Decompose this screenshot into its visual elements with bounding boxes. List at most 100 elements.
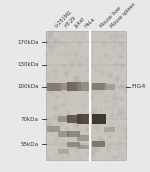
Circle shape <box>90 148 95 153</box>
Bar <box>77 135 90 141</box>
Circle shape <box>49 122 53 127</box>
Bar <box>92 83 106 90</box>
Circle shape <box>51 126 56 131</box>
Circle shape <box>77 80 78 81</box>
Circle shape <box>114 62 118 66</box>
Circle shape <box>46 125 51 130</box>
Circle shape <box>119 108 124 113</box>
Circle shape <box>114 81 118 85</box>
Circle shape <box>88 134 92 138</box>
Circle shape <box>50 87 53 90</box>
Circle shape <box>62 103 66 107</box>
Circle shape <box>118 141 121 144</box>
Circle shape <box>113 103 117 107</box>
Circle shape <box>80 143 84 148</box>
Circle shape <box>109 134 112 138</box>
Circle shape <box>121 65 123 68</box>
Circle shape <box>69 146 72 149</box>
Text: Mouse spleen: Mouse spleen <box>110 2 137 29</box>
Circle shape <box>101 139 103 141</box>
Circle shape <box>75 77 80 82</box>
Circle shape <box>70 61 74 66</box>
Bar <box>77 82 91 91</box>
Circle shape <box>95 125 98 128</box>
Circle shape <box>44 52 48 57</box>
Circle shape <box>54 115 57 118</box>
Circle shape <box>65 45 69 48</box>
Circle shape <box>105 54 107 57</box>
Circle shape <box>62 65 66 69</box>
Circle shape <box>121 114 126 119</box>
Circle shape <box>86 130 88 132</box>
Circle shape <box>49 35 53 40</box>
Circle shape <box>75 54 77 56</box>
Circle shape <box>73 31 75 34</box>
Circle shape <box>53 68 58 72</box>
Circle shape <box>44 120 49 126</box>
Circle shape <box>107 132 108 133</box>
Circle shape <box>89 67 91 69</box>
Bar <box>104 127 115 132</box>
Text: 55kDa: 55kDa <box>21 142 39 147</box>
Bar <box>77 114 91 124</box>
Bar <box>67 142 80 147</box>
Text: 130kDa: 130kDa <box>17 62 39 67</box>
Circle shape <box>54 39 57 43</box>
Circle shape <box>46 83 50 86</box>
Circle shape <box>74 35 78 39</box>
Circle shape <box>119 153 124 158</box>
Circle shape <box>64 70 68 74</box>
Circle shape <box>51 31 53 33</box>
Circle shape <box>103 95 106 98</box>
Text: 70kDa: 70kDa <box>21 117 39 122</box>
Circle shape <box>76 124 78 126</box>
Circle shape <box>120 35 123 38</box>
Circle shape <box>68 113 70 115</box>
Circle shape <box>74 148 78 151</box>
Text: Mouse liver: Mouse liver <box>99 6 122 29</box>
Circle shape <box>49 123 51 125</box>
Circle shape <box>48 83 50 84</box>
Circle shape <box>59 88 63 92</box>
Text: FIG4: FIG4 <box>132 84 146 89</box>
Bar <box>67 82 81 91</box>
Circle shape <box>67 156 69 158</box>
Circle shape <box>64 52 68 56</box>
Circle shape <box>108 73 113 77</box>
Circle shape <box>60 86 61 87</box>
Circle shape <box>109 35 113 40</box>
Circle shape <box>55 108 57 110</box>
Circle shape <box>107 145 110 148</box>
Circle shape <box>110 114 114 117</box>
Bar <box>58 149 69 154</box>
Circle shape <box>121 84 124 88</box>
Circle shape <box>48 32 53 37</box>
Circle shape <box>91 109 96 113</box>
Circle shape <box>65 73 68 77</box>
Circle shape <box>51 53 52 55</box>
Circle shape <box>57 53 60 56</box>
Circle shape <box>72 120 77 125</box>
Circle shape <box>69 116 73 120</box>
Circle shape <box>105 86 108 89</box>
Circle shape <box>46 34 50 37</box>
Text: Jukat: Jukat <box>74 17 86 29</box>
Circle shape <box>123 86 128 91</box>
Circle shape <box>97 130 99 132</box>
Circle shape <box>114 156 117 159</box>
Circle shape <box>116 77 119 80</box>
Circle shape <box>66 127 68 130</box>
Text: HT-29: HT-29 <box>64 16 77 29</box>
Circle shape <box>99 119 104 124</box>
Circle shape <box>94 147 99 152</box>
Text: 170kDa: 170kDa <box>17 40 39 45</box>
Circle shape <box>123 128 127 132</box>
Circle shape <box>78 43 81 46</box>
Circle shape <box>100 70 104 74</box>
Bar <box>46 31 126 160</box>
Text: 100kDa: 100kDa <box>17 84 39 89</box>
Circle shape <box>92 153 94 155</box>
Circle shape <box>52 106 57 111</box>
Circle shape <box>123 34 125 36</box>
Text: U-251MG: U-251MG <box>54 10 73 29</box>
